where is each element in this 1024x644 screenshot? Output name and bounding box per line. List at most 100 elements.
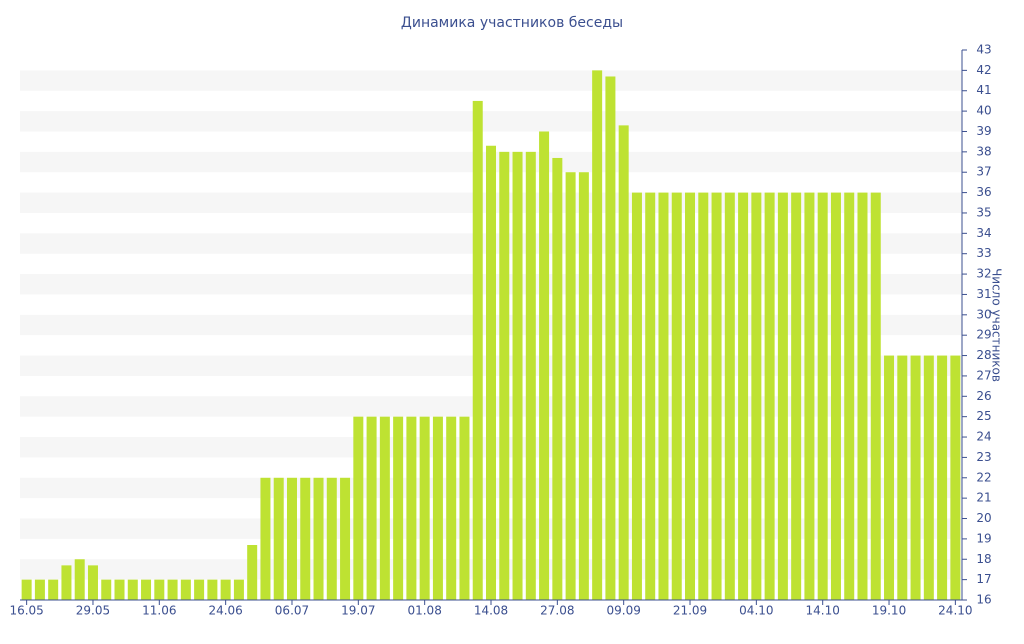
x-tick-label: 14.08 (474, 604, 508, 618)
bar (48, 579, 59, 600)
bar (286, 477, 297, 600)
bar (379, 416, 390, 600)
bar (114, 579, 125, 600)
bar (499, 151, 510, 600)
bar (791, 192, 802, 600)
bar (74, 559, 85, 600)
x-tick-label: 19.07 (341, 604, 375, 618)
bar (459, 416, 470, 600)
bar (711, 192, 722, 600)
bar (87, 565, 98, 600)
y-tick-label: 26 (976, 389, 991, 403)
bar (923, 355, 934, 600)
y-tick-label: 22 (976, 470, 991, 484)
bar (247, 545, 258, 600)
y-tick-label: 40 (976, 104, 991, 118)
bar (764, 192, 775, 600)
bar (884, 355, 895, 600)
bar (486, 145, 496, 601)
bar (406, 416, 417, 600)
bar (804, 192, 815, 600)
x-tick-label: 09.09 (606, 604, 640, 618)
y-tick-label: 31 (976, 287, 991, 301)
bar (724, 192, 735, 600)
bar (326, 477, 337, 600)
bar (353, 416, 364, 600)
grid-band (20, 70, 962, 91)
bar (207, 579, 218, 600)
x-tick-label: 24.06 (208, 604, 242, 618)
bar (340, 477, 351, 600)
y-tick-label: 37 (976, 165, 991, 179)
bar (419, 416, 430, 600)
bar (194, 579, 205, 600)
bar (844, 192, 855, 600)
bar (830, 192, 841, 600)
y-tick-label: 17 (976, 572, 991, 586)
bar (897, 355, 908, 600)
y-tick-label: 25 (976, 409, 991, 423)
bar (645, 192, 656, 600)
bar (154, 579, 165, 600)
y-tick-label: 21 (976, 491, 991, 505)
y-tick-label: 16 (976, 593, 991, 607)
bar (685, 192, 696, 600)
bar (313, 477, 324, 600)
y-tick-label: 41 (976, 83, 991, 97)
y-tick-label: 43 (976, 43, 991, 57)
bar (233, 579, 244, 600)
bar (300, 477, 311, 600)
bar (472, 100, 483, 600)
bar (366, 416, 377, 600)
grid-band (20, 111, 962, 132)
bar (751, 192, 762, 600)
x-tick-label: 27.08 (540, 604, 574, 618)
bar (738, 192, 749, 600)
bar (565, 172, 576, 600)
bar (539, 131, 550, 600)
y-tick-label: 29 (976, 328, 991, 342)
bar (512, 151, 523, 600)
y-tick-label: 24 (976, 430, 991, 444)
y-axis-label: Число участников (990, 268, 1004, 382)
bar (260, 477, 271, 600)
x-tick-label: 16.05 (9, 604, 43, 618)
bar (777, 192, 788, 600)
bar (393, 416, 404, 600)
bar (578, 172, 589, 600)
y-tick-label: 23 (976, 450, 991, 464)
y-tick-label: 30 (976, 307, 991, 321)
bar (127, 579, 138, 600)
y-tick-label: 32 (976, 267, 991, 281)
y-tick-label: 35 (976, 205, 991, 219)
x-tick-label: 24.10 (938, 604, 972, 618)
bar (857, 192, 868, 600)
bar (937, 355, 948, 600)
y-tick-label: 39 (976, 124, 991, 138)
bar (167, 579, 178, 600)
x-tick-label: 14.10 (806, 604, 840, 618)
bar (618, 125, 629, 601)
y-tick-label: 38 (976, 144, 991, 158)
bar (698, 192, 709, 600)
y-tick-label: 33 (976, 246, 991, 260)
bar (101, 579, 112, 600)
bar (273, 477, 284, 600)
y-tick-label: 18 (976, 552, 991, 566)
bar (180, 579, 191, 600)
bar (870, 192, 881, 600)
bar (61, 565, 72, 600)
bar (34, 579, 45, 600)
y-tick-label: 20 (976, 511, 991, 525)
x-tick-label: 21.09 (673, 604, 707, 618)
bar (592, 70, 603, 601)
y-tick-label: 28 (976, 348, 991, 362)
x-tick-label: 19.10 (872, 604, 906, 618)
bar (141, 579, 152, 600)
bar (220, 579, 231, 600)
x-tick-label: 04.10 (739, 604, 773, 618)
bar (671, 192, 682, 600)
x-tick-label: 06.07 (275, 604, 309, 618)
bar (525, 151, 536, 600)
